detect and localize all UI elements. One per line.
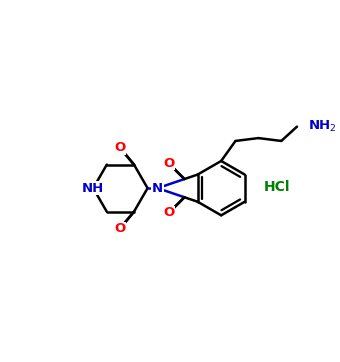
Text: O: O xyxy=(163,157,174,170)
Text: O: O xyxy=(163,206,174,219)
Text: O: O xyxy=(114,141,125,154)
Text: NH$_2$: NH$_2$ xyxy=(308,119,337,134)
Text: HCl: HCl xyxy=(264,180,291,194)
Text: N: N xyxy=(152,182,163,195)
Text: O: O xyxy=(114,222,125,235)
Text: NH: NH xyxy=(82,182,104,195)
